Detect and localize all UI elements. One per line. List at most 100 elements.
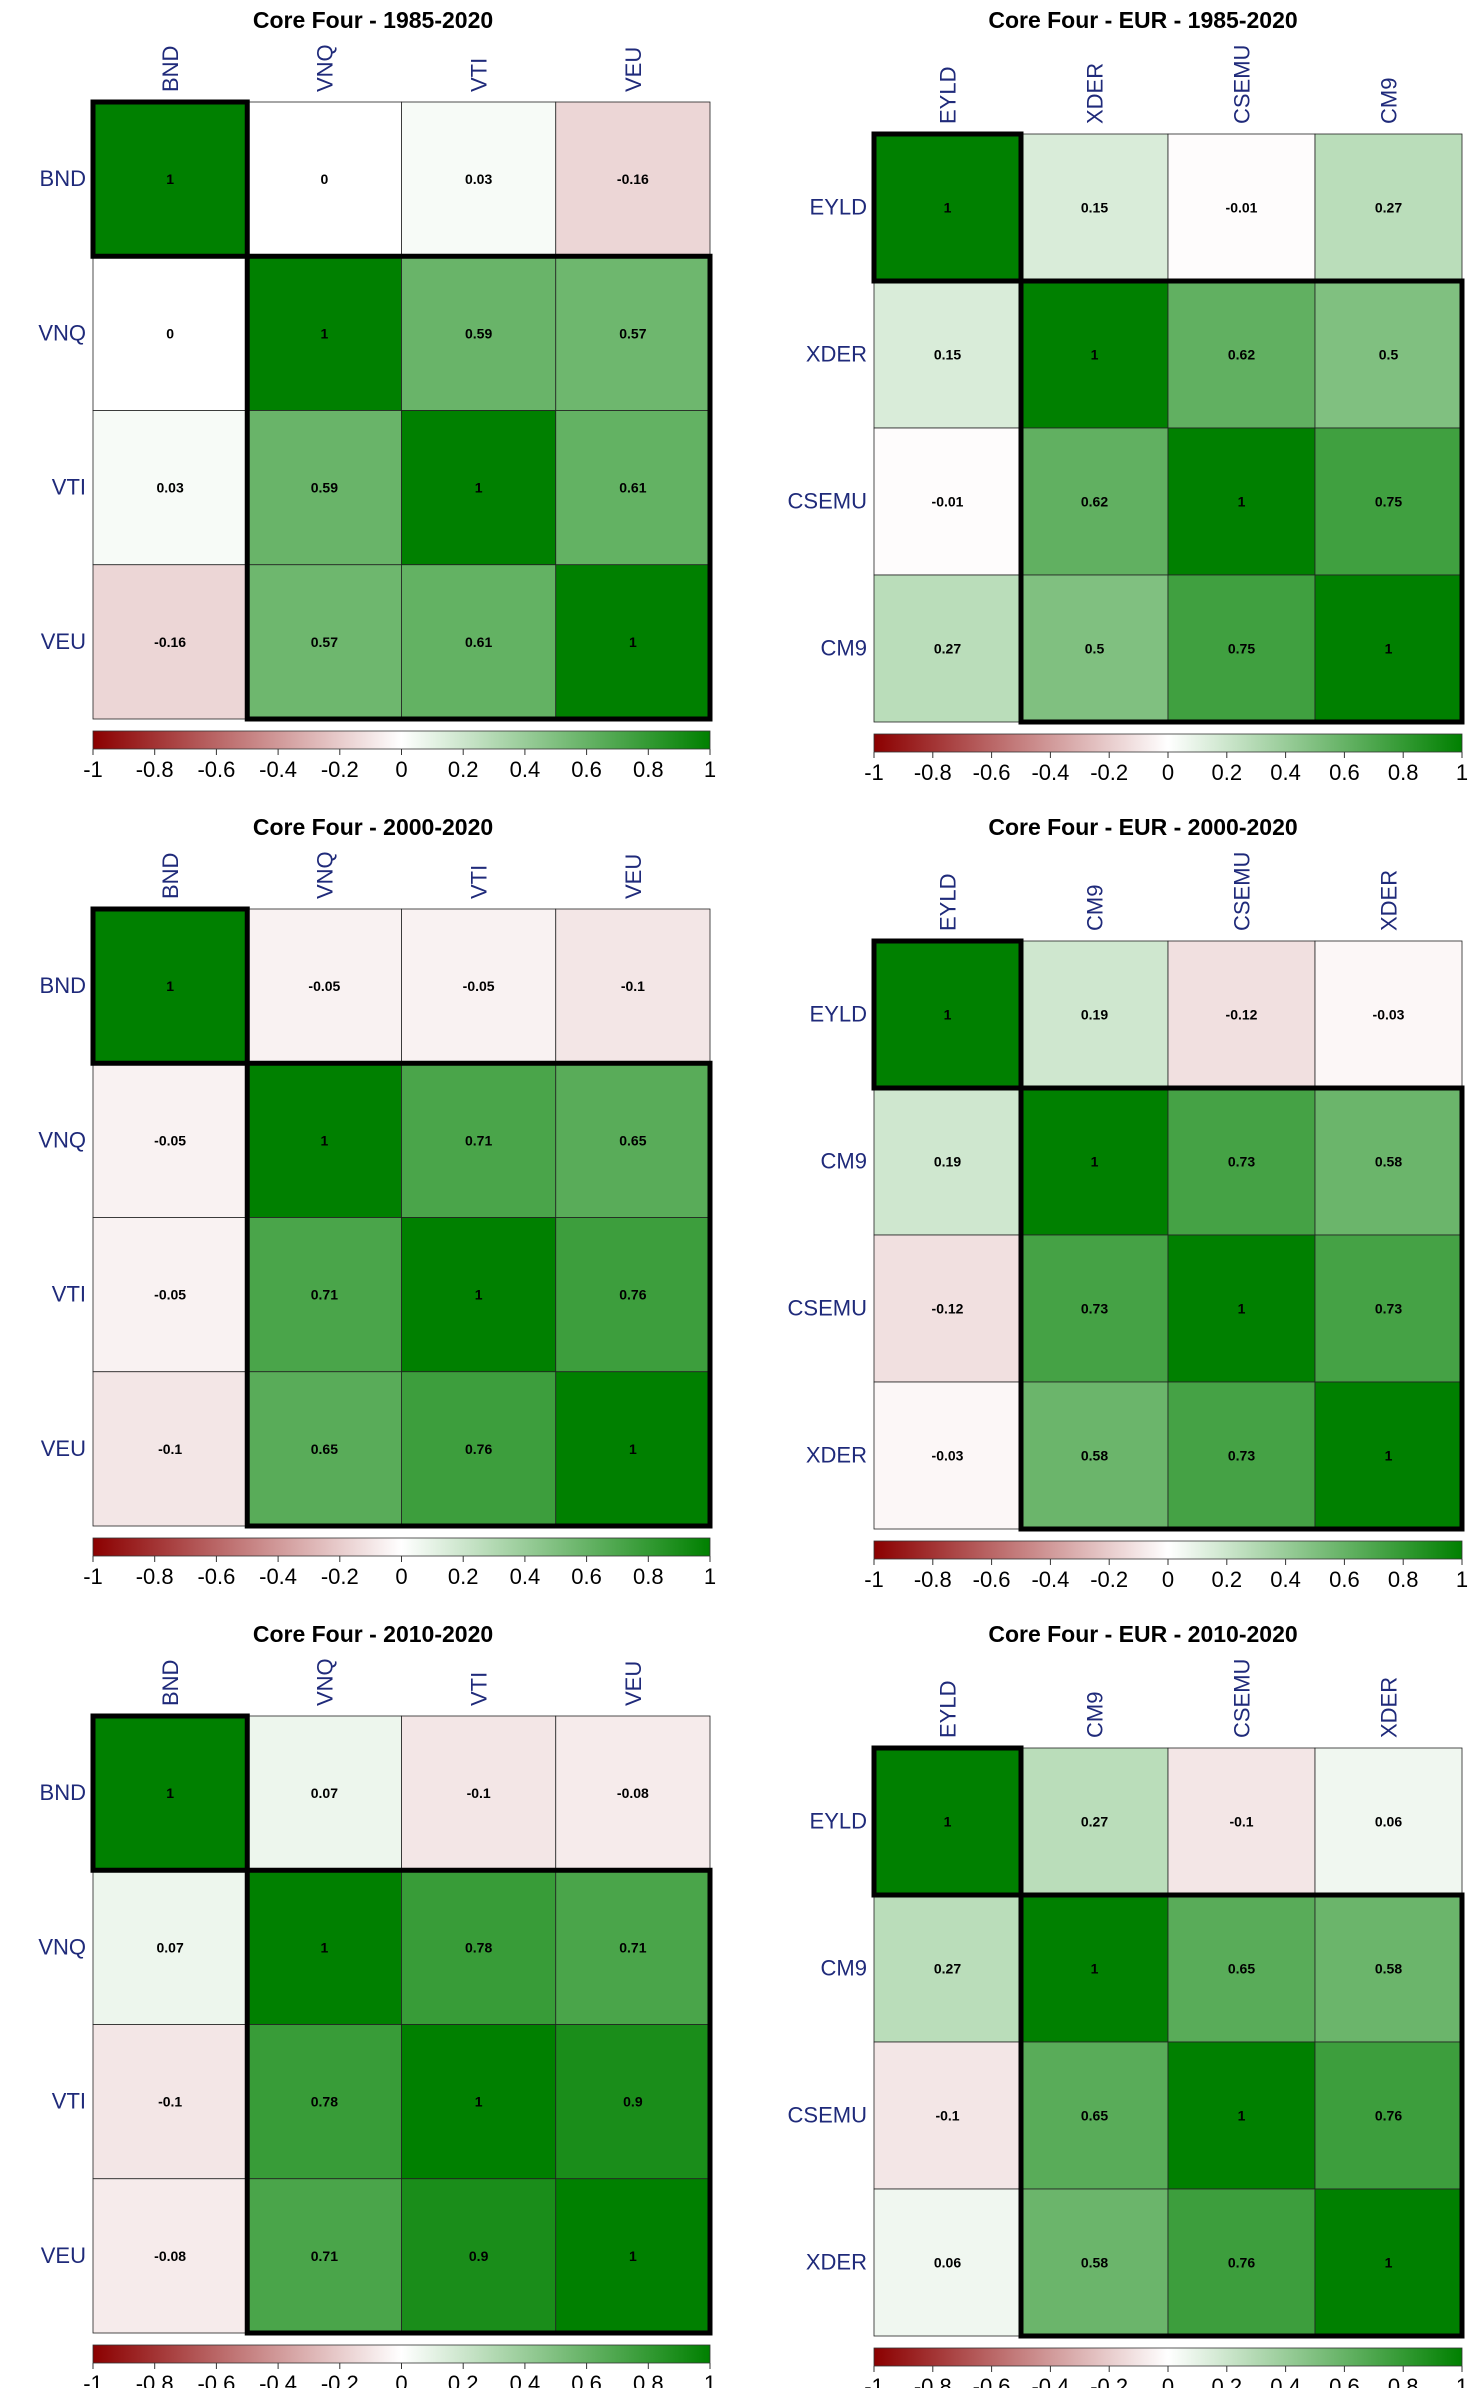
- chart-title: Core Four - 1985-2020: [253, 7, 493, 33]
- colorbar-tick-label: 0.2: [448, 1564, 479, 1589]
- row-label: VTI: [52, 1282, 86, 1307]
- cell-value-label: -0.1: [935, 2108, 959, 2124]
- colorbar-tick-label: -0.2: [1090, 1567, 1128, 1592]
- colorbar-tick-label: 0: [1162, 1567, 1174, 1592]
- heatmap-cell: [873, 1234, 1022, 1383]
- cell-value-label: 0.75: [1375, 494, 1402, 510]
- row-label: VNQ: [38, 1934, 86, 1959]
- cell-value-label: -0.1: [621, 978, 645, 994]
- row-label: VEU: [41, 1436, 86, 1461]
- column-label: BND: [158, 1660, 183, 1706]
- cell-value-label: 0.06: [934, 2255, 961, 2271]
- heatmap-cell: [92, 255, 248, 411]
- colorbar-tick-label: -0.8: [914, 1567, 952, 1592]
- colorbar-tick-label: 0.8: [1388, 2374, 1419, 2388]
- cell-value-label: 0.58: [1081, 2255, 1108, 2271]
- colorbar-tick-label: -0.8: [914, 2374, 952, 2388]
- heatmap-cell: [555, 564, 711, 720]
- heatmap-cell: [92, 2178, 248, 2334]
- cell-value-label: 0.71: [465, 1132, 492, 1148]
- colorbar-tick-label: -0.4: [1031, 2374, 1069, 2388]
- cluster-box: [244, 1060, 713, 1529]
- heatmap-cell: [873, 133, 1022, 282]
- colorbar-tick-label: 0.2: [1212, 1567, 1243, 1592]
- cluster-box: [90, 906, 250, 1066]
- cell-value-label: -0.05: [463, 978, 495, 994]
- cell-value-label: 1: [1238, 2108, 1246, 2124]
- heatmap-cell: [873, 1894, 1022, 2043]
- colorbar-tick-label: 0.8: [633, 1564, 664, 1589]
- colorbar-tick-label: -0.4: [1031, 1567, 1069, 1592]
- cell-value-label: 0.06: [1375, 1814, 1402, 1830]
- cell-value-label: 0.9: [469, 2248, 489, 2264]
- cell-value-label: 1: [1091, 1154, 1099, 1170]
- colorbar-tick-label: 0.6: [1329, 1567, 1360, 1592]
- cell-value-label: -0.08: [617, 1785, 649, 1801]
- colorbar-tick-label: 0.2: [448, 2371, 479, 2388]
- cluster-box: [90, 99, 250, 259]
- column-label: EYLD: [936, 1681, 961, 1738]
- colorbar-tick-label: 0.8: [1388, 1567, 1419, 1592]
- cell-value-label: 0.19: [1081, 1007, 1108, 1023]
- row-label: CM9: [821, 1956, 867, 1981]
- cell-value-label: 1: [944, 1007, 952, 1023]
- column-label: CSEMU: [1230, 1659, 1255, 1738]
- cell-value-label: -0.1: [158, 2094, 182, 2110]
- heatmap-cell: [1167, 280, 1316, 429]
- heatmap-cell: [246, 410, 402, 566]
- column-label: VTI: [467, 865, 492, 899]
- colorbar-tick-label: -0.4: [259, 757, 297, 782]
- cell-value-label: 0: [320, 171, 328, 187]
- cell-value-label: 0.9: [623, 2094, 643, 2110]
- column-label: XDER: [1083, 63, 1108, 124]
- colorbar-tick-label: 0: [1162, 2374, 1174, 2388]
- heatmap-panel-6: Core Four - EUR - 2010-2020 EYLD CM9 CSEMU X…: [788, 1621, 1469, 2388]
- colorbar-tick-label: 0.8: [1388, 760, 1419, 785]
- chart-title: Core Four - 2000-2020: [253, 814, 493, 840]
- heatmap-cell: [555, 255, 711, 411]
- colorbar-tick-label: -0.6: [197, 1564, 235, 1589]
- cell-value-label: 0.76: [619, 1287, 646, 1303]
- cluster-box: [1018, 1085, 1465, 1532]
- colorbar-tick-label: -0.2: [321, 2371, 359, 2388]
- heatmap-panel-4: Core Four - EUR - 2000-2020 EYLD CM9 CSEMU X…: [788, 814, 1469, 1592]
- colorbar-tick-label: 0.2: [1212, 2374, 1243, 2388]
- colorbar-tick-label: -1: [864, 2374, 884, 2388]
- cell-value-label: -0.05: [154, 1132, 186, 1148]
- cell-value-label: 0.73: [1228, 1154, 1255, 1170]
- colorbar-tick-label: 0: [395, 1564, 407, 1589]
- heatmap-cell: [555, 410, 711, 566]
- chart-title: Core Four - EUR - 1985-2020: [988, 7, 1297, 33]
- heatmap-cell: [873, 1747, 1022, 1896]
- heatmap-cell: [1020, 427, 1169, 576]
- cell-value-label: 0.58: [1375, 1961, 1402, 1977]
- colorbar-tick-label: -0.8: [914, 760, 952, 785]
- colorbar-tick-label: 0.8: [633, 757, 664, 782]
- column-label: BND: [158, 46, 183, 92]
- colorbar-tick-label: -0.4: [259, 1564, 297, 1589]
- colorbar-tick-label: -0.2: [321, 1564, 359, 1589]
- heatmap-cell: [246, 255, 402, 411]
- heatmap-cell: [401, 2178, 557, 2334]
- colorbar-tick-label: 0.4: [510, 2371, 541, 2388]
- heatmap-panel-5: Core Four - 2010-2020 BND VNQ VTI VEU BND VNQ V…: [38, 1621, 716, 2388]
- column-label: VEU: [621, 1661, 646, 1706]
- heatmap-cell: [246, 1217, 402, 1373]
- heatmap-cell: [246, 908, 402, 1064]
- cell-value-label: 0.58: [1375, 1154, 1402, 1170]
- cell-value-label: -0.03: [932, 1448, 964, 1464]
- heatmap-cell: [1314, 1234, 1463, 1383]
- colorbar-tick-label: 1: [704, 757, 716, 782]
- cell-value-label: -0.05: [308, 978, 340, 994]
- cell-value-label: -0.16: [154, 634, 186, 650]
- colorbar-tick-label: -0.4: [259, 2371, 297, 2388]
- heatmap-cell: [1314, 427, 1463, 576]
- heatmap-cell: [1020, 940, 1169, 1089]
- heatmap-cell: [1314, 2188, 1463, 2337]
- cell-value-label: 0.27: [1081, 1814, 1108, 1830]
- colorbar-tick-label: -0.2: [321, 757, 359, 782]
- colorbar-tick-label: 0.4: [1270, 1567, 1301, 1592]
- cell-value-label: -0.16: [617, 171, 649, 187]
- row-label: EYLD: [810, 1809, 867, 1834]
- row-label: XDER: [806, 342, 867, 367]
